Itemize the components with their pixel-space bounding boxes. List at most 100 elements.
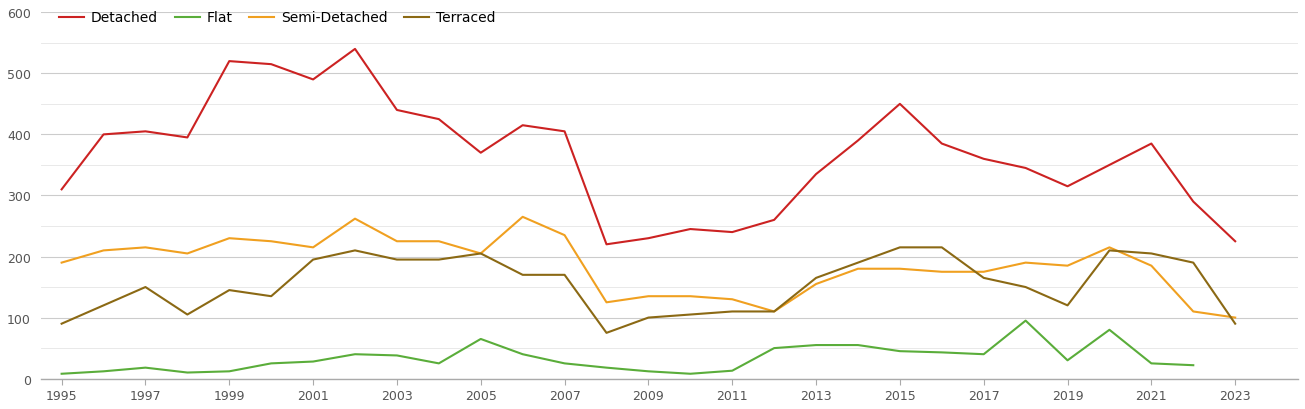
Detached [305,78,321,83]
Terraced [389,258,405,263]
Flat [934,350,950,355]
Detached [472,151,488,156]
Terraced [1228,321,1244,326]
Semi-Detached [808,282,823,287]
Semi-Detached [976,270,992,274]
Line: Semi-Detached: Semi-Detached [61,217,1236,318]
Flat [599,365,615,370]
Semi-Detached [515,215,531,220]
Detached [222,59,238,64]
Terraced [766,309,782,314]
Semi-Detached [305,245,321,250]
Semi-Detached [180,252,196,256]
Flat [305,359,321,364]
Semi-Detached [431,239,446,244]
Terraced [934,245,950,250]
Detached [766,218,782,223]
Flat [1185,363,1201,368]
Flat [1143,361,1159,366]
Terraced [222,288,238,293]
Terraced [850,261,865,265]
Terraced [305,258,321,263]
Line: Flat: Flat [61,321,1193,374]
Semi-Detached [1018,261,1034,265]
Detached [137,130,153,135]
Flat [724,369,740,373]
Flat [766,346,782,351]
Flat [431,361,446,366]
Flat [222,369,238,374]
Semi-Detached [934,270,950,274]
Detached [180,136,196,141]
Flat [180,370,196,375]
Flat [515,352,531,357]
Flat [1101,328,1117,333]
Detached [808,172,823,177]
Detached [683,227,698,232]
Terraced [976,276,992,281]
Detached [1185,200,1201,204]
Semi-Detached [683,294,698,299]
Flat [95,369,111,374]
Flat [557,361,573,366]
Semi-Detached [222,236,238,241]
Detached [976,157,992,162]
Detached [389,108,405,113]
Semi-Detached [557,233,573,238]
Flat [1018,318,1034,323]
Semi-Detached [850,267,865,272]
Semi-Detached [599,300,615,305]
Terraced [557,273,573,278]
Terraced [1185,261,1201,265]
Flat [472,337,488,342]
Terraced [808,276,823,281]
Semi-Detached [766,309,782,314]
Terraced [1143,252,1159,256]
Semi-Detached [893,267,908,272]
Detached [1101,163,1117,168]
Legend: Detached, Flat, Semi-Detached, Terraced: Detached, Flat, Semi-Detached, Terraced [54,6,501,31]
Detached [1228,239,1244,244]
Semi-Detached [95,248,111,253]
Flat [683,371,698,376]
Flat [1060,358,1075,363]
Terraced [1018,285,1034,290]
Semi-Detached [389,239,405,244]
Semi-Detached [137,245,153,250]
Semi-Detached [641,294,656,299]
Terraced [683,312,698,317]
Semi-Detached [1060,263,1075,268]
Flat [137,365,153,370]
Semi-Detached [1143,263,1159,268]
Semi-Detached [347,217,363,222]
Semi-Detached [1101,245,1117,250]
Detached [347,47,363,52]
Detached [641,236,656,241]
Detached [431,117,446,122]
Detached [599,242,615,247]
Detached [893,102,908,107]
Detached [1018,166,1034,171]
Flat [264,361,279,366]
Detached [95,133,111,137]
Detached [557,130,573,135]
Detached [264,63,279,67]
Detached [54,187,69,192]
Terraced [599,330,615,335]
Flat [850,343,865,348]
Terraced [347,248,363,253]
Terraced [137,285,153,290]
Terraced [180,312,196,317]
Line: Terraced: Terraced [61,248,1236,333]
Line: Detached: Detached [61,50,1236,245]
Detached [1143,142,1159,147]
Detached [515,124,531,128]
Flat [641,369,656,374]
Terraced [95,303,111,308]
Terraced [1101,248,1117,253]
Terraced [724,309,740,314]
Terraced [431,258,446,263]
Terraced [264,294,279,299]
Detached [1060,184,1075,189]
Flat [389,353,405,358]
